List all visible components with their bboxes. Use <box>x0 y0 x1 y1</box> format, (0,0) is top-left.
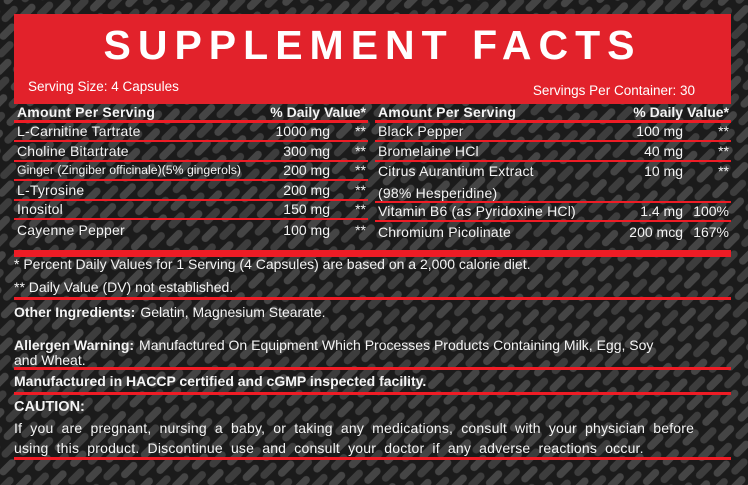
other-ingredients-value: Gelatin, Magnesium Stearate. <box>140 304 326 320</box>
other-ingredients-label: Other Ingredients: <box>14 304 136 320</box>
table-row: Cayenne Pepper 100 mg ** <box>14 220 368 240</box>
ingredient-dv: ** <box>718 123 729 140</box>
red-divider <box>14 457 731 460</box>
table-row: Citrus Aurantium Extract 10 mg ** (98% H… <box>375 162 731 203</box>
table-bottom-border <box>14 250 731 257</box>
caution-text-line2: using this product. Discontinue use and … <box>14 440 644 456</box>
ingredient-name: L-Carnitine Tartrate <box>17 123 141 140</box>
ingredient-dv: ** <box>718 163 729 180</box>
ingredient-dv: 167% <box>693 223 729 240</box>
red-divider <box>14 297 731 300</box>
ingredient-name: Vitamin B6 (as Pyridoxine HCl) <box>378 203 576 220</box>
other-ingredients-text: Other Ingredients: Gelatin, Magnesium Ste… <box>14 305 731 320</box>
table-row: L-Carnitine Tartrate 1000 mg ** <box>14 123 368 142</box>
ingredient-name: L-Tyrosine <box>17 181 85 198</box>
red-divider <box>14 392 731 395</box>
ingredient-dv: ** <box>355 162 366 179</box>
ingredient-dv: 100% <box>693 203 729 220</box>
ingredient-dv: ** <box>718 142 729 159</box>
ingredient-name-line2: (98% Hesperidine) <box>378 184 498 201</box>
daily-value-footnote: * Percent Daily Values for 1 Serving (4 … <box>14 256 531 272</box>
dv-not-established-footnote: ** Daily Value (DV) not established. <box>14 279 234 295</box>
table-row: Bromelaine HCl 40 mg ** <box>375 142 731 162</box>
ingredient-amount: 1000 mg <box>275 123 330 140</box>
ingredient-dv: ** <box>355 221 366 238</box>
ingredient-amount: 150 mg <box>283 201 330 218</box>
table-row: Inositol 150 mg ** <box>14 201 368 220</box>
ingredient-dv: ** <box>355 123 366 140</box>
nutrition-table-right: Amount Per Serving % Daily Value* Black … <box>375 104 731 242</box>
table-row: Vitamin B6 (as Pyridoxine HCl) 1.4 mg 10… <box>375 203 731 222</box>
facts-title: SUPPLEMENT FACTS <box>103 22 642 68</box>
ingredient-name: Choline Bitartrate <box>17 142 129 159</box>
ingredient-name: Ginger (Zingiber officinale)(5% gingerol… <box>17 163 241 178</box>
caution-text-line1: If you are pregnant, nursing a baby, or … <box>14 420 695 436</box>
allergen-warning-label: Allergen Warning: <box>14 337 135 353</box>
ingredient-amount: 10 mg <box>644 163 683 180</box>
table-row: Ginger (Zingiber officinale)(5% gingerol… <box>14 162 368 181</box>
table-row: Chromium Picolinate 200 mcg 167% <box>375 222 731 242</box>
ingredient-name: Inositol <box>17 201 63 218</box>
table-row: L-Tyrosine 200 mg ** <box>14 181 368 201</box>
ingredient-name: Citrus Aurantium Extract <box>378 163 534 180</box>
allergen-warning-value: Manufactured On Equipment Which Processe… <box>139 337 654 353</box>
column-header-amount: Amount Per Serving <box>378 103 517 120</box>
manufactured-facility-text: Manufactured in HACCP certified and cGMP… <box>14 373 427 389</box>
ingredient-amount: 100 mg <box>636 123 683 140</box>
servings-per-container-text: Servings Per Container: 30 <box>532 83 695 98</box>
ingredient-dv: ** <box>355 201 366 218</box>
ingredient-amount: 100 mg <box>283 221 330 238</box>
ingredient-dv: ** <box>355 142 366 159</box>
ingredient-dv: ** <box>355 181 366 198</box>
nutrition-table-left: Amount Per Serving % Daily Value* L-Carn… <box>14 104 368 240</box>
ingredient-amount: 200 mcg <box>629 223 683 240</box>
table-row: Black Pepper 100 mg ** <box>375 123 731 142</box>
allergen-warning-line2: and Wheat. <box>14 352 86 368</box>
serving-size-text: Serving Size: 4 Capsules <box>28 79 179 94</box>
table-header-row: Amount Per Serving % Daily Value* <box>375 104 731 123</box>
ingredient-name: Bromelaine HCl <box>378 142 479 159</box>
ingredient-amount: 200 mg <box>283 162 330 179</box>
ingredient-amount: 1.4 mg <box>640 203 683 220</box>
ingredient-name: Chromium Picolinate <box>378 223 511 240</box>
column-header-daily-value: % Daily Value* <box>633 103 729 120</box>
ingredient-amount: 40 mg <box>644 142 683 159</box>
ingredient-amount: 200 mg <box>283 181 330 198</box>
allergen-warning-line1: Allergen Warning: Manufactured On Equipme… <box>14 338 731 353</box>
table-row: Choline Bitartrate 300 mg ** <box>14 142 368 162</box>
column-header-daily-value: % Daily Value* <box>270 103 366 120</box>
facts-header: SUPPLEMENT FACTS Serving Size: 4 Capsule… <box>14 14 731 104</box>
ingredient-name: Black Pepper <box>378 123 464 140</box>
ingredient-amount: 300 mg <box>283 142 330 159</box>
table-header-row: Amount Per Serving % Daily Value* <box>14 104 368 123</box>
ingredient-name: Cayenne Pepper <box>17 221 125 238</box>
caution-heading: CAUTION: <box>14 399 85 415</box>
column-header-amount: Amount Per Serving <box>17 103 156 120</box>
red-divider <box>14 367 731 370</box>
